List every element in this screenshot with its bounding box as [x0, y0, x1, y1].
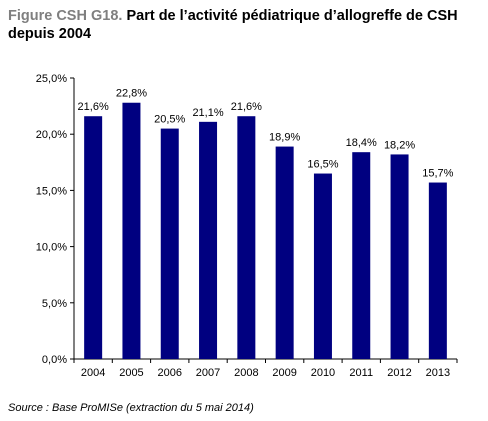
x-tick-label: 2009 [272, 367, 296, 379]
bar-2004 [84, 116, 103, 359]
x-tick-label: 2005 [119, 367, 143, 379]
data-label: 21,1% [192, 107, 223, 119]
figure-caption: Part de l’activité pédiatrique d’allogre… [8, 8, 458, 42]
data-label: 22,8% [116, 88, 147, 100]
y-tick-label: 25,0% [36, 73, 67, 85]
bar-2011 [352, 152, 371, 359]
figure-number: Figure CSH G18. [8, 8, 123, 24]
figure-title: Figure CSH G18. Part de l’activité pédia… [8, 7, 480, 43]
bar-2006 [160, 128, 179, 359]
bar-2012 [390, 154, 409, 359]
data-label: 21,6% [231, 101, 262, 113]
y-tick-label: 15,0% [36, 185, 67, 197]
data-label: 18,9% [269, 132, 300, 144]
bar-2010 [313, 173, 332, 359]
y-tick-label: 10,0% [36, 242, 67, 254]
data-label: 16,5% [307, 159, 338, 171]
x-tick-label: 2008 [234, 367, 258, 379]
y-tick-label: 5,0% [42, 298, 67, 310]
y-tick-label: 0,0% [42, 354, 67, 366]
bar-2009 [275, 146, 294, 359]
y-tick-label: 20,0% [36, 129, 67, 141]
x-tick-label: 2011 [349, 367, 373, 379]
bar-2008 [237, 116, 256, 359]
data-label: 21,6% [78, 101, 109, 113]
x-tick-label: 2004 [81, 367, 105, 379]
source-note: Source : Base ProMISe (extraction du 5 m… [8, 402, 254, 414]
data-label: 18,2% [384, 139, 415, 151]
x-tick-label: 2010 [311, 367, 335, 379]
x-tick-label: 2007 [196, 367, 220, 379]
data-label: 15,7% [422, 168, 453, 180]
bar-2007 [199, 121, 218, 359]
data-label: 20,5% [154, 114, 185, 126]
bar-2005 [122, 102, 141, 359]
x-tick-label: 2012 [387, 367, 411, 379]
x-tick-label: 2006 [158, 367, 182, 379]
data-label: 18,4% [346, 137, 377, 149]
x-tick-label: 2013 [426, 367, 450, 379]
bar-2013 [428, 182, 447, 359]
